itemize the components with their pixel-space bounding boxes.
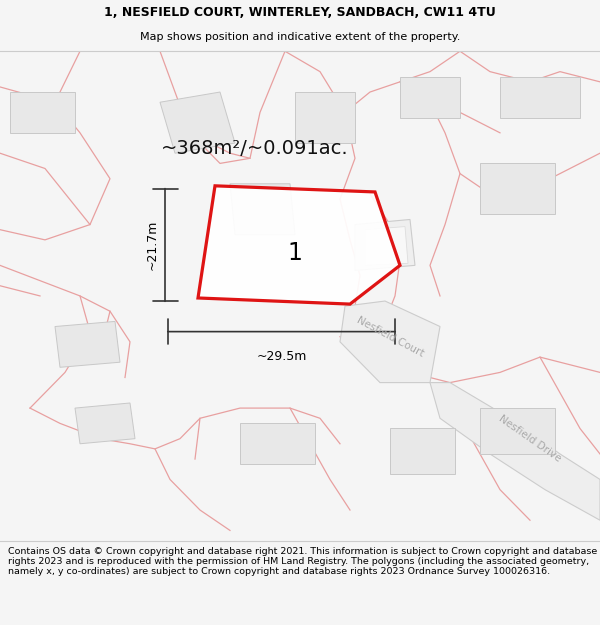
Polygon shape (390, 429, 455, 474)
Polygon shape (400, 77, 460, 118)
Polygon shape (480, 163, 555, 214)
Polygon shape (198, 186, 400, 304)
Polygon shape (75, 403, 135, 444)
Text: 1: 1 (287, 241, 302, 265)
Polygon shape (355, 219, 415, 271)
Polygon shape (480, 408, 555, 454)
Polygon shape (55, 321, 120, 368)
Text: Map shows position and indicative extent of the property.: Map shows position and indicative extent… (140, 32, 460, 42)
Text: ~21.7m: ~21.7m (146, 220, 158, 270)
Polygon shape (230, 184, 295, 235)
Polygon shape (10, 92, 75, 132)
Text: ~29.5m: ~29.5m (256, 350, 307, 363)
Text: 1, NESFIELD COURT, WINTERLEY, SANDBACH, CW11 4TU: 1, NESFIELD COURT, WINTERLEY, SANDBACH, … (104, 6, 496, 19)
Text: Contains OS data © Crown copyright and database right 2021. This information is : Contains OS data © Crown copyright and d… (8, 546, 597, 576)
Polygon shape (340, 301, 440, 382)
Polygon shape (365, 227, 408, 266)
Polygon shape (500, 77, 580, 118)
Polygon shape (240, 423, 315, 464)
Polygon shape (295, 92, 355, 143)
Text: Nesfield Court: Nesfield Court (355, 315, 425, 359)
Polygon shape (430, 382, 600, 520)
Polygon shape (160, 92, 235, 153)
Text: ~368m²/~0.091ac.: ~368m²/~0.091ac. (161, 139, 349, 158)
Text: Nesfield Drive: Nesfield Drive (497, 414, 563, 464)
